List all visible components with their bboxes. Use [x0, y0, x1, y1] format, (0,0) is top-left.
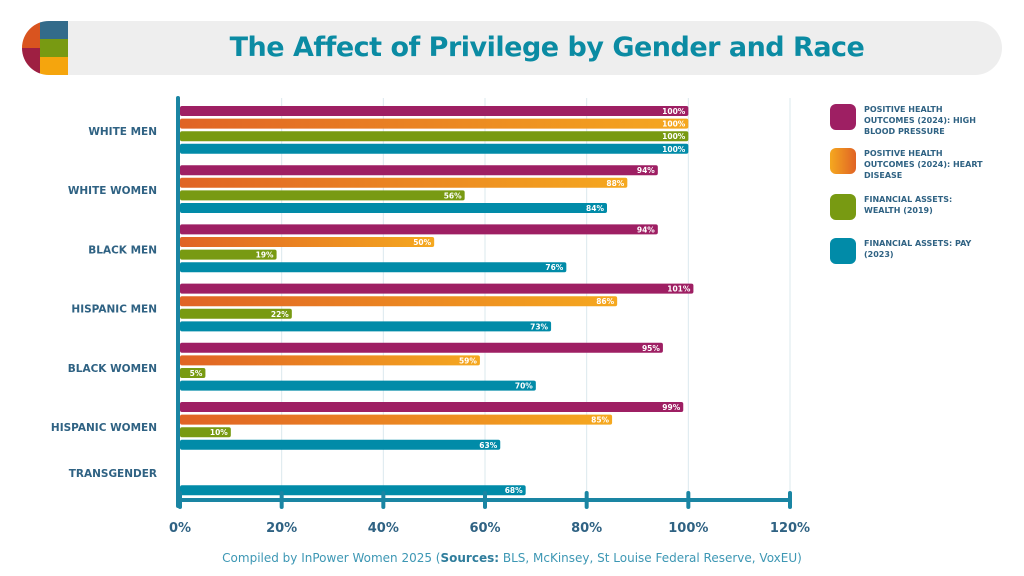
bar	[180, 131, 689, 142]
category-label: BLACK WOMEN	[68, 363, 157, 375]
bar	[180, 237, 435, 247]
data-label: 84%	[586, 204, 604, 213]
bar	[180, 118, 689, 129]
bar	[180, 190, 465, 201]
legend-label: FINANCIAL ASSETS: WEALTH (2019)	[864, 195, 953, 215]
data-label: 70%	[515, 382, 533, 391]
logo-icon	[22, 21, 68, 75]
data-label: 100%	[662, 132, 686, 141]
x-tick-label: 120%	[770, 521, 810, 536]
legend-swatch	[830, 238, 856, 264]
bar	[180, 380, 536, 391]
category-label: WHITE MEN	[88, 126, 157, 138]
category-label: HISPANIC WOMEN	[51, 422, 157, 434]
data-label: 76%	[545, 263, 563, 272]
data-label: 73%	[530, 322, 548, 331]
data-label: 95%	[642, 344, 660, 353]
bar	[180, 262, 567, 273]
legend-swatch	[830, 148, 856, 174]
data-label: 100%	[662, 145, 686, 154]
data-label: 101%	[667, 285, 691, 294]
legend-item-high-blood-pressure: POSITIVE HEALTH OUTCOMES (2024): HIGH BL…	[830, 104, 989, 137]
data-label: 10%	[210, 428, 228, 437]
x-tick-label: 100%	[668, 521, 708, 536]
bar	[180, 143, 689, 154]
x-tick-label: 40%	[368, 521, 399, 536]
legend-label: FINANCIAL ASSETS: PAY (2023)	[864, 239, 972, 259]
bar	[180, 165, 658, 176]
data-label: 85%	[591, 416, 609, 425]
data-label: 19%	[256, 251, 274, 260]
data-label: 56%	[444, 191, 462, 200]
x-tick-label: 20%	[266, 521, 297, 536]
data-label: 94%	[637, 225, 655, 234]
legend-swatch	[830, 194, 856, 220]
bar	[180, 342, 663, 353]
x-tick-label: 60%	[469, 521, 500, 536]
data-label: 86%	[596, 297, 614, 306]
bar	[180, 485, 526, 496]
source-footer: Compiled by InPower Women 2025 (Sources:…	[0, 551, 1024, 565]
data-label: 5%	[190, 369, 203, 378]
bar	[180, 177, 628, 188]
bar	[180, 368, 206, 378]
data-label: 88%	[606, 179, 624, 188]
legend-item-pay: FINANCIAL ASSETS: PAY (2023)	[830, 238, 989, 264]
legend-label: POSITIVE HEALTH OUTCOMES (2024): HEART D…	[864, 149, 983, 180]
data-label: 22%	[271, 310, 289, 319]
bar	[180, 296, 618, 307]
legend-item-wealth: FINANCIAL ASSETS: WEALTH (2019)	[830, 194, 989, 220]
category-label: TRANSGENDER	[69, 468, 157, 480]
data-label: 100%	[662, 120, 686, 129]
bar	[180, 402, 684, 412]
bar	[180, 283, 694, 294]
bar	[180, 439, 501, 450]
x-tick-label: 0%	[169, 521, 191, 536]
data-label: 50%	[413, 238, 431, 247]
data-label: 68%	[505, 486, 523, 495]
data-label: 59%	[459, 356, 477, 365]
bar	[180, 224, 658, 235]
bar	[180, 414, 613, 425]
category-label: WHITE WOMEN	[68, 185, 157, 197]
footer-sources: BLS, McKinsey, St Louise Federal Reserve…	[499, 551, 802, 565]
data-label: 94%	[637, 166, 655, 175]
category-label: BLACK MEN	[88, 244, 157, 256]
legend-swatch	[830, 104, 856, 130]
bar	[180, 355, 480, 366]
bar	[180, 308, 292, 319]
footer-compiled: Compiled by InPower Women 2025 (	[222, 551, 441, 565]
bar	[180, 321, 552, 332]
bar	[180, 203, 607, 213]
bar	[180, 427, 231, 438]
legend-label: POSITIVE HEALTH OUTCOMES (2024): HIGH BL…	[864, 105, 976, 136]
bar	[180, 106, 689, 116]
footer-sources-label: Sources:	[440, 551, 500, 565]
title-bar: The Affect of Privilege by Gender and Ra…	[22, 21, 1002, 75]
data-label: 63%	[479, 441, 497, 450]
chart-title: The Affect of Privilege by Gender and Ra…	[229, 32, 865, 63]
legend-item-heart-disease: POSITIVE HEALTH OUTCOMES (2024): HEART D…	[830, 148, 989, 181]
category-label: HISPANIC MEN	[71, 304, 157, 316]
data-label: 100%	[662, 107, 686, 116]
x-tick-label: 80%	[571, 521, 602, 536]
data-label: 99%	[662, 403, 680, 412]
bar	[180, 249, 277, 260]
